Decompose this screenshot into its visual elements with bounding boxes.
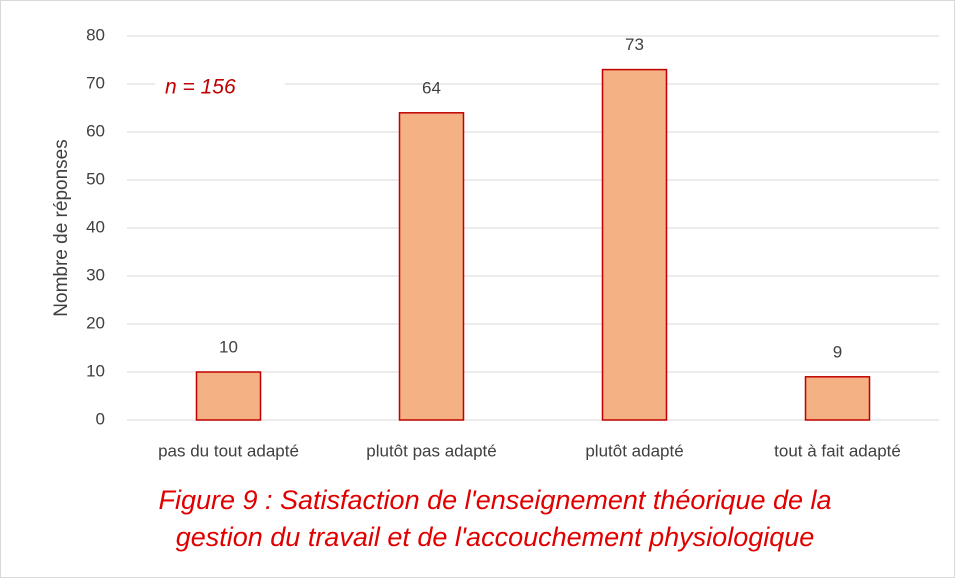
value-label: 10	[219, 337, 238, 356]
y-tick-label: 30	[86, 265, 105, 284]
y-tick-label: 40	[86, 217, 105, 236]
bar	[398, 112, 465, 421]
bar	[601, 68, 668, 421]
annotation-background	[155, 70, 285, 104]
x-tick-label: pas du tout adapté	[158, 441, 299, 460]
x-tick-label: plutôt pas adapté	[366, 441, 496, 460]
value-label: 64	[422, 78, 441, 97]
y-axis-label: Nombre de réponses	[51, 139, 72, 316]
x-tick-label: tout à fait adapté	[774, 441, 901, 460]
bar	[804, 376, 871, 421]
y-tick-label: 70	[86, 73, 105, 92]
annotation: n = 156	[165, 76, 236, 99]
x-tick-label: plutôt adapté	[585, 441, 683, 460]
y-tick-label: 80	[86, 25, 105, 44]
caption: gestion du travail et de l'accouchement …	[176, 522, 815, 552]
value-label: 73	[625, 35, 644, 54]
y-tick-label: 0	[96, 409, 105, 428]
caption: Figure 9 : Satisfaction de l'enseignemen…	[158, 485, 831, 515]
value-label: 9	[833, 342, 842, 361]
y-tick-label: 50	[86, 169, 105, 188]
bar	[195, 371, 262, 421]
y-tick-label: 60	[86, 121, 105, 140]
y-tick-label: 10	[86, 361, 105, 380]
y-tick-label: 20	[86, 313, 105, 332]
